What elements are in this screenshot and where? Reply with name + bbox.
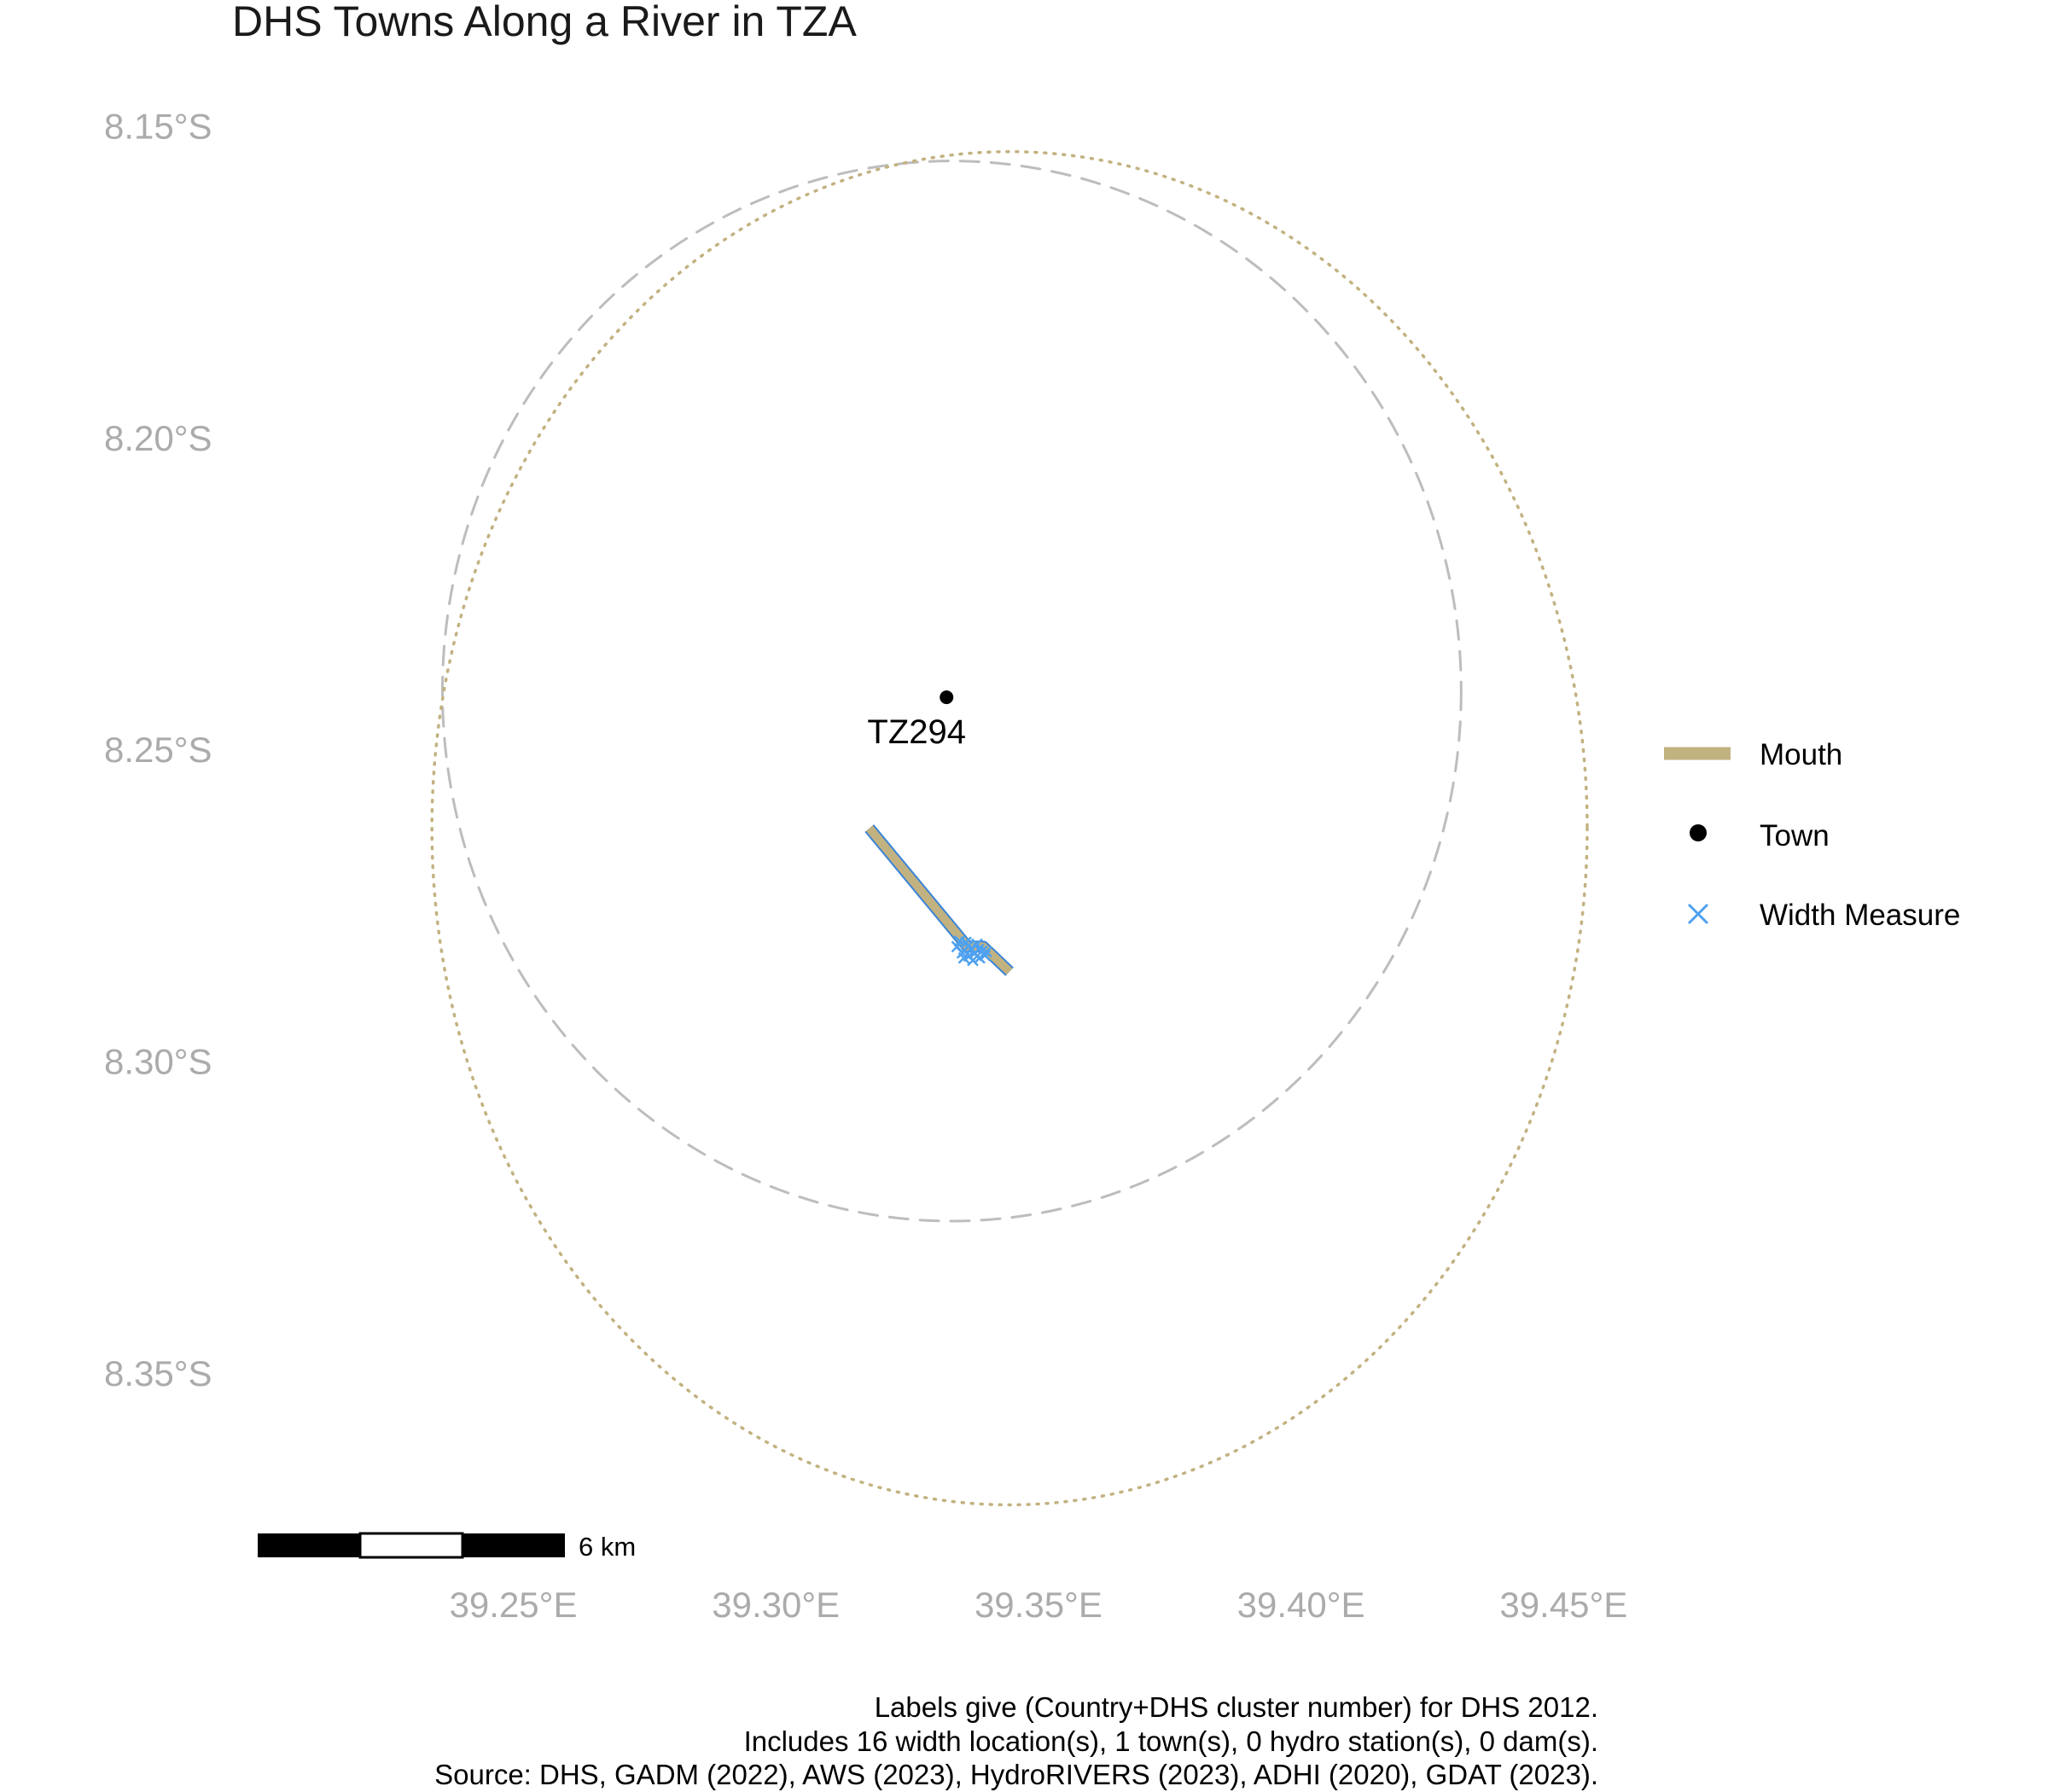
caption-line: Source: DHS, GADM (2022), AWS (2023), Hy… — [434, 1759, 1598, 1790]
scale-bar-segment — [463, 1533, 565, 1557]
town-label: TZ294 — [867, 713, 966, 751]
map-title: DHS Towns Along a River in TZA — [232, 0, 857, 45]
width-measure-marker — [980, 945, 992, 958]
y-tick-label: 8.20°S — [104, 418, 212, 458]
legend: Mouth Town Width Measure — [1664, 738, 1960, 932]
buffer-circles — [430, 149, 1589, 1507]
caption: Labels give (Country+DHS cluster number)… — [434, 1691, 1598, 1790]
legend-label-town: Town — [1760, 819, 1830, 852]
y-tick-label: 8.35°S — [104, 1353, 212, 1393]
scale-bar-segment — [258, 1533, 360, 1557]
town-point — [940, 690, 954, 705]
width-measure-marker — [953, 934, 966, 947]
x-tick-label: 39.25°E — [450, 1585, 578, 1625]
scale-bar-label: 6 km — [579, 1532, 636, 1562]
legend-key-width-measure — [1687, 903, 1709, 925]
width-measure-marker — [962, 940, 975, 952]
scale-bar-segment — [358, 1532, 464, 1559]
y-axis: 8.15°S 8.20°S 8.25°S 8.30°S 8.35°S — [104, 106, 212, 1393]
legend-item-width-measure: Width Measure — [1687, 899, 1960, 932]
legend-label-mouth: Mouth — [1760, 738, 1842, 771]
width-measure-marker — [972, 943, 985, 956]
caption-line: Includes 16 width location(s), 1 town(s)… — [744, 1725, 1598, 1757]
legend-key-town — [1690, 824, 1707, 841]
x-tick-label: 39.45°E — [1499, 1585, 1627, 1625]
width-measure-marker — [967, 954, 979, 967]
y-tick-label: 8.15°S — [104, 106, 212, 146]
width-measures-layer — [951, 934, 992, 967]
buffer-circle-dotted — [430, 149, 1589, 1507]
x-tick-label: 39.40°E — [1237, 1585, 1365, 1625]
y-tick-label: 8.30°S — [104, 1042, 212, 1082]
width-measure-marker — [957, 951, 970, 964]
scale-bar: 6 km — [258, 1532, 636, 1562]
x-axis: 39.25°E 39.30°E 39.35°E 39.40°E 39.45°E — [450, 1585, 1628, 1625]
legend-label-width-measure: Width Measure — [1760, 899, 1960, 932]
x-tick-label: 39.30°E — [712, 1585, 840, 1625]
legend-item-mouth: Mouth — [1664, 738, 1842, 771]
y-tick-label: 8.25°S — [104, 730, 212, 770]
caption-line: Labels give (Country+DHS cluster number)… — [875, 1691, 1598, 1723]
town-layer: TZ294 — [867, 690, 966, 751]
legend-item-town: Town — [1690, 819, 1830, 852]
x-tick-label: 39.35°E — [975, 1585, 1103, 1625]
buffer-circle-dashed — [440, 160, 1463, 1223]
